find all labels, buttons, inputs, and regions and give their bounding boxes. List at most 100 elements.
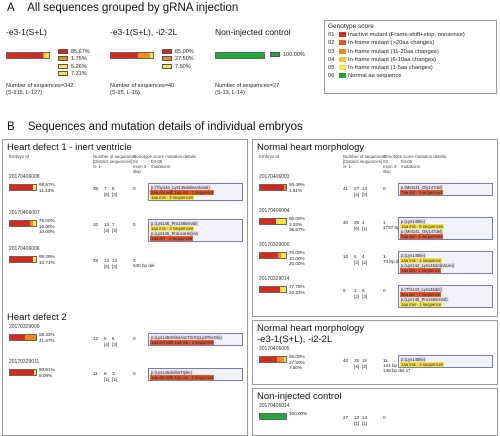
- exon-skip-count: 3: [133, 258, 136, 263]
- count: 13: [354, 415, 360, 420]
- count: 30: [343, 220, 349, 225]
- count: 4: [362, 254, 365, 259]
- exon-skip-detail: 640 bp del: [133, 263, 155, 268]
- distinct-count: [6]: [104, 263, 110, 269]
- bar-segment: [260, 357, 277, 362]
- bar-segment: [260, 253, 279, 258]
- distinct-count: [3]: [112, 341, 118, 347]
- bar-segment: [280, 253, 286, 258]
- mutation-details: p.(Thr143_Lys145del) 3aa del - 1 sequence…: [398, 285, 493, 308]
- distinct-count: [2]: [362, 259, 368, 265]
- sequence-count: Number of sequences=27: [215, 83, 280, 89]
- mutation-details: p.(Lys145Ile) 1aa mis - 3 sequences: [398, 355, 493, 368]
- legend-swatch: [270, 52, 280, 58]
- percentage: 65.00%: [289, 354, 305, 359]
- count: 20: [93, 222, 99, 227]
- mutation-row: 1aa del with 1aa ins - 1 sequence: [150, 374, 241, 380]
- exon-skip-detail: 73 bp del: [383, 259, 402, 264]
- count: 14: [104, 258, 110, 263]
- count: 8: [104, 371, 107, 376]
- distinct-count: [1]: [354, 420, 360, 426]
- legend-swatch: [58, 49, 68, 55]
- header-0405: 04-05: [401, 159, 413, 164]
- mutation-row: 2aa del - 2 sequences: [150, 235, 241, 241]
- percentage: 100.00%: [289, 411, 308, 416]
- embryo-percentages: 90.91% 9.09%: [39, 367, 55, 378]
- header-sl: S- L-: [93, 164, 103, 169]
- mutation-row: 2aa del with 1aa ins - 1 sequence: [150, 189, 241, 195]
- panel-subtitle: -e3-1(S+L), -i2-2L: [257, 334, 333, 345]
- mutation-details: p.(Lys145_Pro148insVal) 1aa mis - 3 seque…: [148, 219, 243, 242]
- legend-swatch: [339, 40, 346, 46]
- exon-skip-count: 0: [133, 186, 136, 191]
- legend-row: 04 In-frame mutant (6-10aa changes): [328, 56, 493, 64]
- panel-title: Normal heart morphology: [257, 142, 365, 153]
- count: 11: [93, 371, 98, 376]
- panel-title: Heart defect 1 - inert ventricle: [7, 142, 132, 153]
- mutation-text: 7aa del - 6 sequences: [400, 233, 444, 239]
- exon-skip-count: 1: [383, 220, 386, 225]
- mutation-text: 1aa mis - 5 sequences: [400, 223, 445, 229]
- header-sl: S- L-: [343, 164, 353, 169]
- bar-segment: [25, 335, 36, 340]
- percentage: 60.00%: [289, 216, 305, 221]
- distinct-counts: [1] [1]: [93, 377, 120, 383]
- distinct-count: [3]: [362, 363, 368, 369]
- embryo-row: 20170406006 89.29% 10.71% 28 14 14 [6] [3] 3 640 …: [3, 246, 247, 282]
- legend-swatch: [339, 56, 346, 62]
- header-embryo: Embryo Id: [9, 154, 30, 159]
- legend-swatch: [162, 56, 172, 62]
- distinct-count: [1]: [362, 225, 368, 231]
- count: 13: [104, 222, 110, 227]
- group-label: -e3-1(S+L), -i2-2L: [110, 27, 178, 37]
- counts: 35 7 8: [93, 186, 120, 192]
- embryo-row: 20170329000 70.00% 10.00% 20.00% 10 6 4 [2] [2] 1…: [253, 242, 497, 276]
- embryo-percentages: 58.33% 41.67%: [39, 332, 55, 343]
- distinct-counts: [3] [3]: [93, 228, 120, 234]
- legend-row: 65.00%: [162, 49, 194, 56]
- legend-row: 01 Inactive mutant (Frame-shift+stop, non…: [328, 31, 493, 39]
- counts: 40 25 15: [343, 358, 370, 364]
- embryo-id: 20170406007: [9, 210, 40, 216]
- distinct-count: [2]: [354, 293, 360, 299]
- panel-title: Normal heart morphology: [257, 323, 365, 334]
- embryo-percentages: 77.78% 22.22%: [289, 284, 305, 295]
- sequence-numbers: 12 6 6 [4] [3]: [93, 336, 120, 347]
- distinct-counts: [6] [1]: [343, 226, 370, 232]
- sequence-numbers: 35 7 8 [5] [3]: [93, 186, 120, 197]
- distinct-count: [4]: [104, 341, 110, 347]
- embryo-percentages: 65.00% 27.50% 7.50%: [289, 354, 305, 371]
- distinct-count: [5]: [104, 191, 110, 197]
- group-1: -e3-1(S+L), -i2-2L 65.00% 27.50% 7.50% Numbe…: [110, 24, 214, 119]
- section-title: Sequences and mutation details of indivi…: [27, 121, 303, 133]
- count: 6: [362, 288, 365, 293]
- mutation-row: p.(Lys145_Pro148insVal): [150, 220, 241, 226]
- embryo-bar: [259, 356, 287, 363]
- header-02: 02: [133, 159, 138, 164]
- mutation-text: p.(Thr143_Lys145del): [400, 286, 443, 292]
- mutation-text: 1aa del with 1aa ins - 1 sequence: [150, 339, 215, 345]
- mutation-text: p.(Lys145_Pro148insVal): [150, 220, 199, 226]
- percentage: 1.81%: [289, 187, 303, 193]
- count: 3: [354, 288, 357, 293]
- bar-segment: [33, 370, 36, 375]
- count: 7: [112, 222, 115, 227]
- group-bar: [110, 52, 154, 59]
- count: 41: [343, 186, 349, 191]
- exon-skip-count: 0: [133, 371, 136, 376]
- header-score: Genotype score mutation details: [383, 154, 446, 159]
- mutation-text: p.(Lys145_ProLeuHis)ins: [150, 230, 199, 236]
- group-bar: [215, 52, 265, 59]
- embryo-bar: [259, 184, 287, 191]
- count: 14: [362, 186, 368, 191]
- header-exon: exon 3-: [133, 164, 148, 169]
- sequence-numbers: 28 14 14 [6] [3]: [93, 258, 120, 269]
- header-exon: exon 3-: [383, 164, 398, 169]
- counts: 27 13 14: [343, 415, 370, 421]
- bar-segment: [46, 53, 49, 58]
- embryo-row: 20170406005 65.00% 27.50% 7.50% 40 25 15 [4] [3]…: [253, 346, 497, 380]
- percentage: 10.71%: [39, 259, 55, 265]
- embryo-row: 20170406004 60.00% 3.33% 36.67% 30 26 4 [6] [1] 1…: [253, 208, 497, 242]
- exon-skip-detail: 138 bp del x7: [383, 368, 411, 373]
- sequence-numbers: 40 25 15 [4] [3]: [343, 358, 370, 369]
